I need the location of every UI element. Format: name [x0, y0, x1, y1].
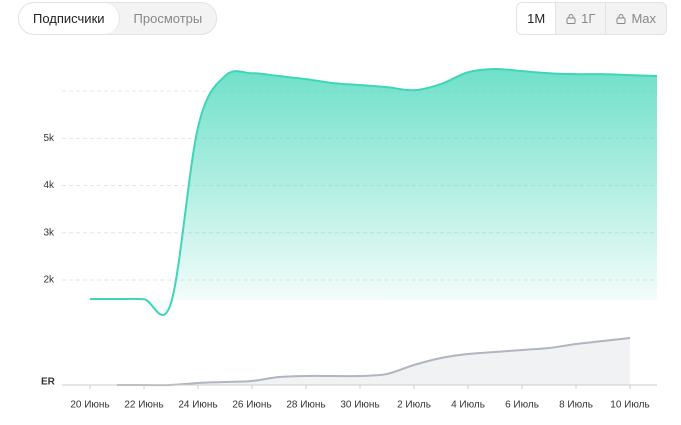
- period[interactable]: 1М: [517, 3, 556, 34]
- tab[interactable]: Подписчики: [19, 3, 120, 34]
- subscribers-line: [89, 67, 658, 316]
- period[interactable]: 1Г: [555, 3, 605, 34]
- period-group: 1М 1Г Max: [516, 2, 667, 35]
- x-tick-label: 26 Июнь: [232, 400, 271, 411]
- x-tick-label: 20 Июнь: [70, 400, 109, 411]
- x-tick-label: 24 Июнь: [178, 400, 217, 411]
- er-label: ER: [41, 377, 56, 388]
- period-label: 1М: [527, 11, 546, 26]
- tab-group: Подписчики Просмотры: [18, 2, 218, 35]
- y-tick-label: 2k: [43, 275, 55, 286]
- x-tick-label: 22 Июнь: [124, 400, 163, 411]
- x-tick-label: 10 Июль: [610, 400, 649, 411]
- x-tick-label: 6 Июль: [505, 400, 539, 411]
- x-tick-label: 8 Июль: [559, 400, 593, 411]
- er-line: [117, 337, 631, 387]
- lock-icon: [566, 14, 576, 24]
- subscribers-area: [90, 68, 657, 316]
- period-label: 1Г: [581, 11, 596, 26]
- period-label: Max: [631, 11, 656, 26]
- x-tick-label: 28 Июнь: [286, 400, 325, 411]
- x-tick-label: 30 Июнь: [340, 400, 379, 411]
- lock-icon: [616, 14, 626, 24]
- x-tick-label: 4 Июль: [451, 400, 485, 411]
- period[interactable]: Max: [605, 3, 666, 34]
- y-tick-label: 4k: [43, 180, 55, 191]
- y-tick-label: 3k: [43, 227, 55, 238]
- x-tick-label: 2 Июль: [397, 400, 431, 411]
- y-tick-label: 5k: [43, 133, 55, 144]
- er-area: [117, 338, 630, 386]
- tab[interactable]: Просмотры: [133, 11, 203, 26]
